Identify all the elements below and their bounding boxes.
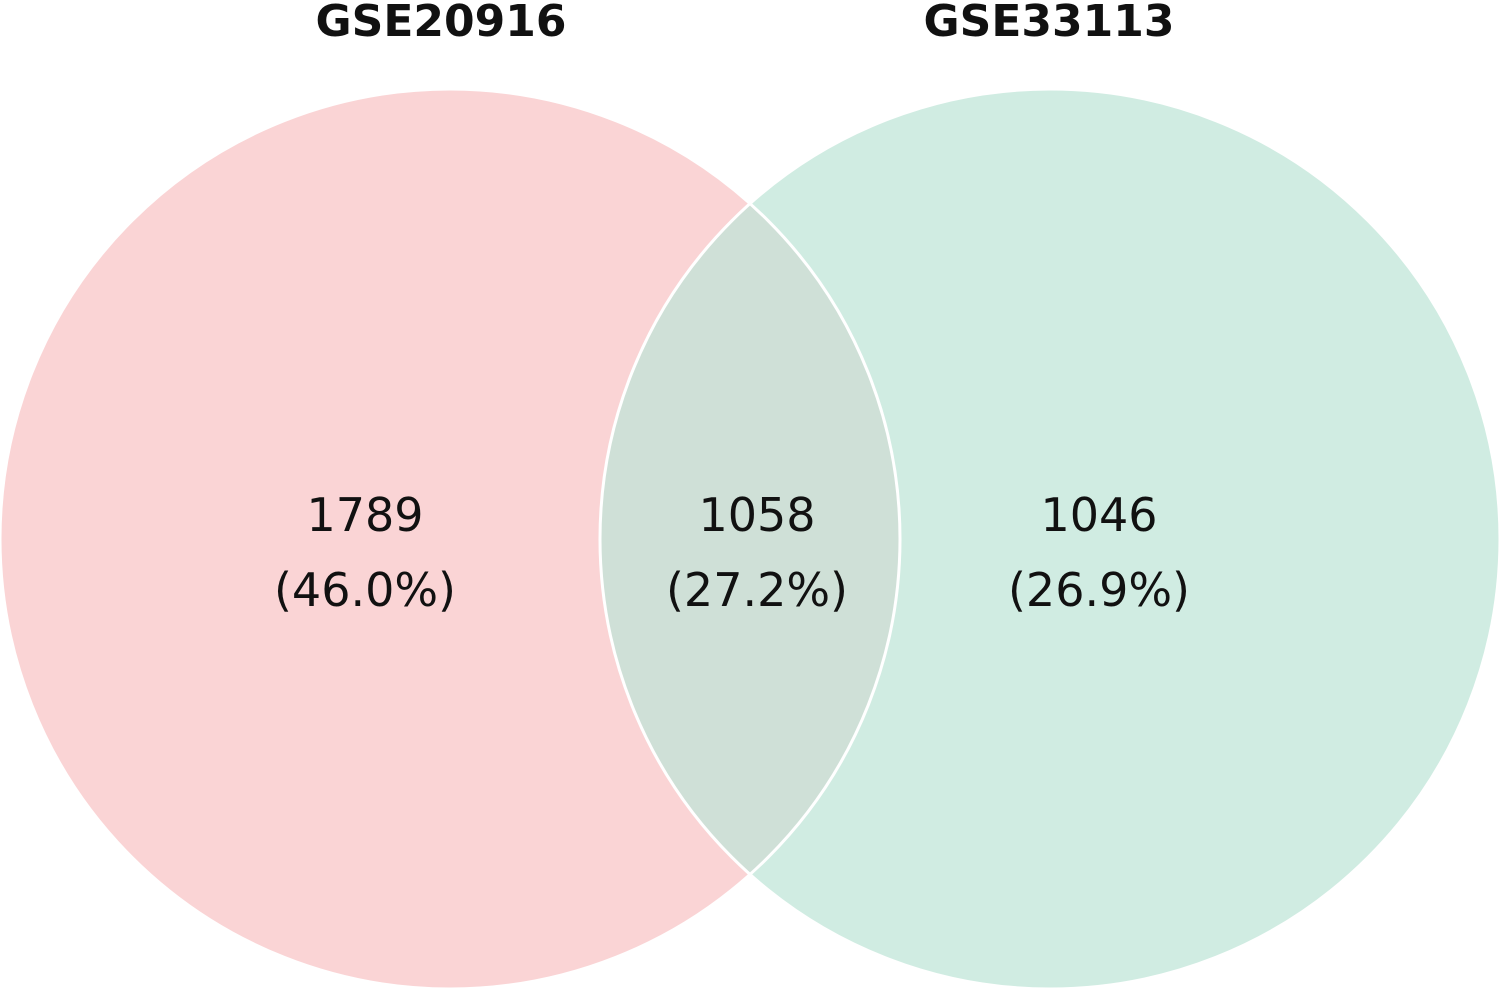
region-percent-gse33113-only: (26.9%) [1008,563,1190,617]
intersection-region [600,89,900,989]
set-outline-gse20916 [0,87,902,990]
region-count-intersection: 1058 [698,488,815,542]
set-outline-gse33113 [598,87,1500,990]
region-percent-gse20916-only: (46.0%) [274,563,456,617]
region-count-gse33113-only: 1046 [1040,488,1157,542]
region-count-gse20916-only: 1789 [306,488,423,542]
region-percent-intersection: (27.2%) [666,563,848,617]
set-title-gse20916: GSE20916 [316,0,567,47]
set-title-gse33113: GSE33113 [924,0,1175,47]
